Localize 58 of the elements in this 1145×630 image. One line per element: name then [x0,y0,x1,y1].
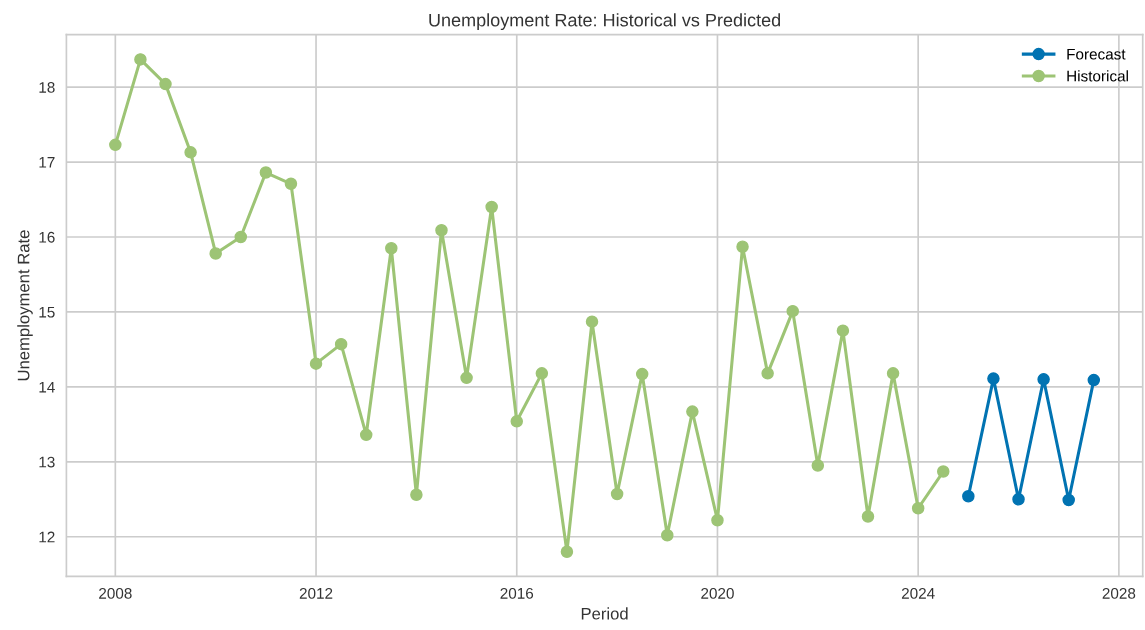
point [886,367,900,380]
point [334,337,348,351]
point [962,490,975,503]
y-tick-label: 14 [39,381,55,393]
y-tick-label: 16 [39,231,55,243]
point [309,357,323,370]
point [1012,493,1025,506]
point [761,367,774,380]
x-tick-label: 2008 [99,587,132,599]
chart-title: Unemployment Rate: Historical vs Predicted [429,13,781,31]
point [1037,373,1050,386]
point [259,166,273,179]
point [284,177,298,191]
y-tick-label: 18 [39,81,55,93]
point [485,200,498,214]
x-tick-label: 2020 [701,587,734,599]
point [109,138,122,152]
point [686,405,699,418]
point [410,488,423,502]
point [786,304,799,318]
y-axis-title: Unemployment Rate [17,230,33,381]
y-tick-label: 17 [39,157,55,168]
point [661,528,674,542]
point [811,459,825,472]
x-tick-label: 2012 [299,587,333,599]
point [836,324,850,337]
point [134,53,147,66]
x-tick-label: 2028 [1102,587,1136,599]
point [987,372,1000,385]
point [359,428,373,442]
point [1062,493,1075,507]
point [435,223,448,237]
x-tick-label: 2024 [901,587,935,599]
point [736,240,749,253]
y-tick-label: 12 [39,531,55,543]
point [861,510,875,523]
legend-label: Historical [1067,70,1128,82]
point [209,247,222,260]
legend-label: Forecast [1067,48,1126,60]
point [510,415,524,428]
point [234,230,248,244]
point [711,513,724,527]
point [560,545,574,558]
point [460,371,473,385]
point [911,502,925,515]
point [610,487,624,501]
point [937,465,950,478]
x-axis-title: Period [581,607,628,620]
point [159,77,172,91]
point [385,241,398,255]
point [184,146,197,159]
y-tick-label: 15 [39,306,55,318]
y-tick-label: 13 [39,456,55,468]
x-tick-label: 2016 [500,587,534,599]
point [635,367,649,381]
point [535,367,549,380]
point [585,315,599,328]
point [1087,373,1101,387]
